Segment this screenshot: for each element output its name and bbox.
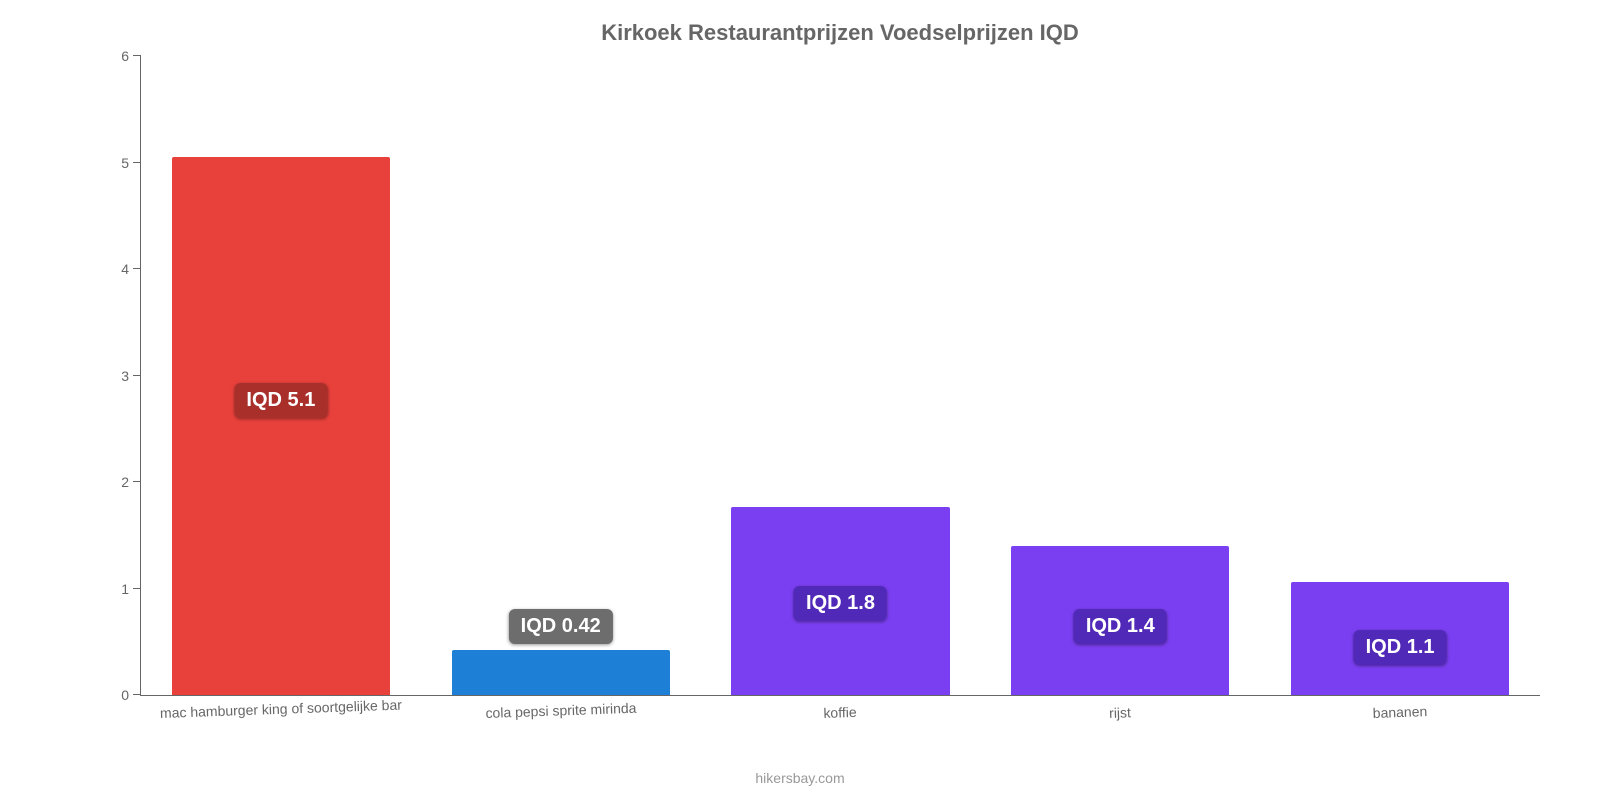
y-tick	[133, 588, 141, 589]
bar-slot: IQD 0.42cola pepsi sprite mirinda	[421, 56, 701, 695]
bar: IQD 1.8	[731, 507, 949, 696]
value-badge: IQD 1.4	[1074, 609, 1167, 644]
bar: IQD 1.1	[1291, 582, 1509, 695]
bar-slot: IQD 1.8koffie	[701, 56, 981, 695]
bar: IQD 5.1	[172, 157, 390, 695]
bars-group: IQD 5.1mac hamburger king of soortgelijk…	[141, 56, 1540, 695]
x-axis-label: bananen	[1373, 703, 1428, 721]
bar-chart: Kirkoek Restaurantprijzen Voedselprijzen…	[0, 0, 1600, 800]
y-tick	[133, 55, 141, 56]
y-axis-label: 2	[121, 474, 129, 490]
value-badge: IQD 1.1	[1354, 630, 1447, 665]
x-axis-label: rijst	[1109, 704, 1131, 721]
y-tick	[133, 162, 141, 163]
bar-slot: IQD 5.1mac hamburger king of soortgelijk…	[141, 56, 421, 695]
y-tick	[133, 375, 141, 376]
value-badge: IQD 5.1	[234, 383, 327, 418]
y-axis-label: 5	[121, 155, 129, 171]
x-axis-label: koffie	[824, 704, 858, 721]
credit-text: hikersbay.com	[0, 770, 1600, 786]
y-tick	[133, 268, 141, 269]
bar-slot: IQD 1.4rijst	[980, 56, 1260, 695]
y-axis-label: 0	[121, 687, 129, 703]
bar-slot: IQD 1.1bananen	[1260, 56, 1540, 695]
y-axis-label: 4	[121, 261, 129, 277]
y-axis-label: 3	[121, 368, 129, 384]
x-axis-label: cola pepsi sprite mirinda	[485, 700, 636, 721]
y-axis-label: 1	[121, 581, 129, 597]
bar: IQD 1.4	[1011, 546, 1229, 695]
y-tick	[133, 694, 141, 695]
y-tick	[133, 481, 141, 482]
x-axis-label: mac hamburger king of soortgelijke bar	[160, 697, 402, 721]
value-badge: IQD 0.42	[509, 609, 613, 644]
chart-title: Kirkoek Restaurantprijzen Voedselprijzen…	[140, 20, 1540, 46]
value-badge: IQD 1.8	[794, 586, 887, 621]
plot-area: IQD 5.1mac hamburger king of soortgelijk…	[140, 56, 1540, 696]
y-axis-label: 6	[121, 48, 129, 64]
bar: IQD 0.42	[452, 650, 670, 695]
